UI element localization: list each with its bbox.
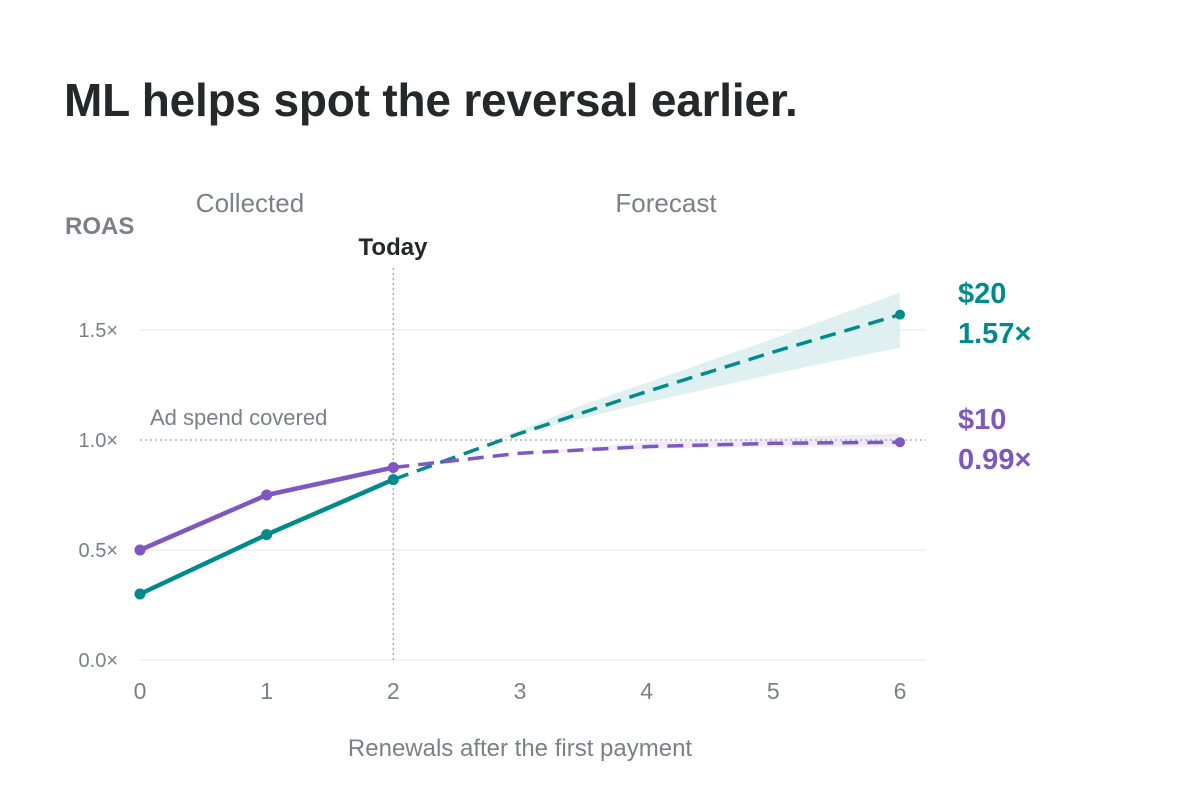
x-tick-label-0: 0 [134, 678, 147, 704]
data-point-$10-1 [261, 489, 273, 501]
today-label: Today [359, 234, 429, 261]
x-tick-label-6: 6 [894, 678, 907, 704]
reference-line-label: Ad spend covered [150, 405, 327, 430]
region-label-forecast: Forecast [615, 188, 717, 218]
series-end-value-20: 1.57× [958, 318, 1031, 350]
data-point-$20-0 [134, 588, 146, 600]
series-end-value-10: 0.99× [958, 444, 1031, 476]
x-axis-label: Renewals after the first payment [348, 735, 692, 762]
data-point-$20-2 [387, 474, 399, 486]
y-axis-label: ROAS [65, 213, 134, 240]
x-tick-label-3: 3 [514, 678, 527, 704]
forecast-line-$20 [392, 312, 901, 482]
y-tick-labels: 0.0× 0.5× 1.0× 1.5× [79, 320, 118, 672]
forecast-band-$10 [520, 433, 900, 454]
forecast-end-point-$10 [895, 437, 905, 448]
x-tick-label-4: 4 [640, 678, 653, 704]
y-tick-label-0: 0.0× [79, 650, 118, 672]
x-tick-label-2: 2 [387, 678, 400, 704]
y-tick-label-1: 0.5× [79, 540, 118, 562]
data-point-$10-2 [387, 462, 399, 473]
data-point-$10-0 [134, 544, 146, 556]
forecast-line-$10 [393, 440, 901, 470]
region-label-collected: Collected [196, 188, 304, 218]
series-end-label-20: $20 [958, 278, 1006, 310]
grid-lines [140, 329, 926, 661]
series-points [134, 309, 905, 600]
forecast-end-point-$20 [895, 309, 905, 320]
chart-title: ML helps spot the reversal earlier. [64, 74, 798, 126]
forecast-bands [494, 292, 900, 454]
y-tick-label-2: 1.0× [79, 430, 118, 452]
series-end-label-10: $10 [958, 404, 1006, 436]
x-tick-label-5: 5 [767, 678, 780, 704]
forecast-band-$20 [494, 292, 900, 440]
data-point-$20-1 [261, 529, 273, 541]
x-tick-labels: 0 1 2 3 4 5 6 [134, 678, 907, 704]
y-tick-label-3: 1.5× [79, 320, 118, 342]
x-tick-label-1: 1 [260, 678, 273, 704]
